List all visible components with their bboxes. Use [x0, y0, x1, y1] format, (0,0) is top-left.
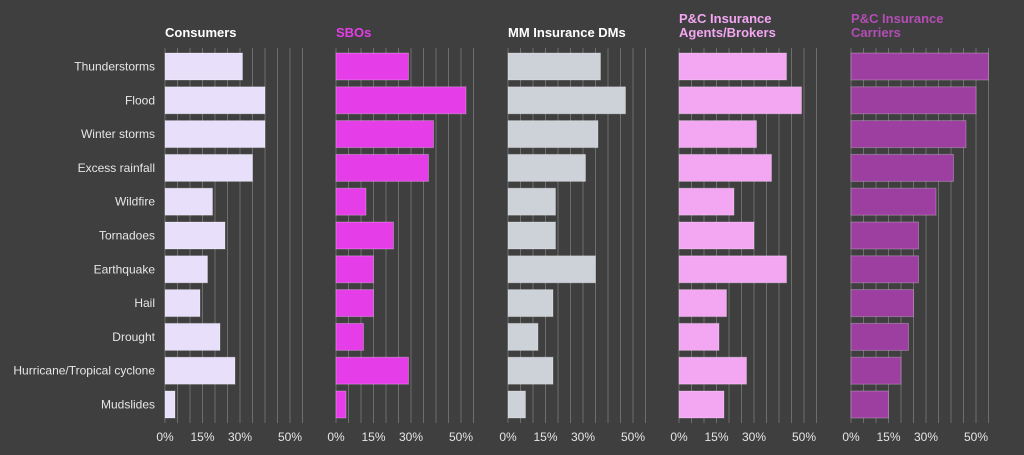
bar-p-c-insurance-carriers-wildfire	[850, 187, 937, 216]
bar-mm-insurance-dms-thunderstorms	[507, 52, 601, 81]
category-label-hurricane-tropical-cyclone: Hurricane/Tropical cyclone	[13, 364, 155, 378]
bar-p-c-insurance-carriers-hurricane-tropical-cyclone	[850, 356, 902, 385]
bar-p-c-insurance-carriers-mudslides	[850, 390, 889, 419]
bar-p-c-insurance-carriers-drought	[850, 322, 909, 351]
category-label-wildfire: Wildfire	[115, 195, 155, 209]
x-tick-label: 50%	[964, 430, 988, 444]
bar-sbos-hurricane-tropical-cyclone	[335, 356, 409, 385]
bar-consumers-thunderstorms	[164, 52, 243, 81]
category-label-winter-storms: Winter storms	[81, 127, 155, 141]
bar-sbos-earthquake	[335, 255, 374, 284]
category-label-hail: Hail	[134, 296, 155, 310]
bar-sbos-mudslides	[335, 390, 347, 419]
x-tick-label: 15%	[190, 430, 214, 444]
bar-consumers-hail	[164, 289, 201, 318]
bar-sbos-tornadoes	[335, 221, 394, 250]
x-tick-label: 15%	[704, 430, 728, 444]
x-tick-label: 50%	[621, 430, 645, 444]
x-tick-label: 30%	[228, 430, 252, 444]
bar-p-c-insurance-agents-brokers-mudslides	[678, 390, 725, 419]
category-label-mudslides: Mudslides	[101, 398, 155, 412]
x-tick-label: 15%	[361, 430, 385, 444]
bar-p-c-insurance-agents-brokers-tornadoes	[678, 221, 755, 250]
bar-p-c-insurance-agents-brokers-earthquake	[678, 255, 787, 284]
bar-consumers-mudslides	[164, 390, 176, 419]
bar-sbos-winter-storms	[335, 120, 434, 149]
bar-sbos-hail	[335, 289, 374, 318]
bar-p-c-insurance-carriers-thunderstorms	[850, 52, 989, 81]
bar-p-c-insurance-agents-brokers-hurricane-tropical-cyclone	[678, 356, 747, 385]
panel-title-p-c-insurance-carriers: Carriers	[851, 25, 901, 40]
bar-mm-insurance-dms-mudslides	[507, 390, 526, 419]
bar-consumers-hurricane-tropical-cyclone	[164, 356, 236, 385]
bar-consumers-wildfire	[164, 187, 213, 216]
bar-sbos-thunderstorms	[335, 52, 409, 81]
category-label-earthquake: Earthquake	[94, 262, 156, 276]
bar-sbos-flood	[335, 86, 467, 115]
x-tick-label: 50%	[449, 430, 473, 444]
bar-mm-insurance-dms-wildfire	[507, 187, 556, 216]
bar-p-c-insurance-carriers-winter-storms	[850, 120, 967, 149]
category-label-thunderstorms: Thunderstorms	[74, 60, 155, 74]
x-tick-label: 30%	[914, 430, 938, 444]
bar-sbos-wildfire	[335, 187, 367, 216]
bar-p-c-insurance-carriers-excess-rainfall	[850, 153, 954, 182]
bar-consumers-flood	[164, 86, 266, 115]
bar-sbos-excess-rainfall	[335, 153, 429, 182]
category-label-tornadoes: Tornadoes	[99, 229, 155, 243]
bar-mm-insurance-dms-winter-storms	[507, 120, 599, 149]
bar-p-c-insurance-carriers-tornadoes	[850, 221, 919, 250]
bar-consumers-excess-rainfall	[164, 153, 253, 182]
panel-title-p-c-insurance-carriers: P&C Insurance	[851, 11, 943, 26]
bar-p-c-insurance-agents-brokers-hail	[678, 289, 727, 318]
bar-consumers-tornadoes	[164, 221, 226, 250]
bar-mm-insurance-dms-earthquake	[507, 255, 596, 284]
x-tick-label: 0%	[670, 430, 688, 444]
x-tick-label: 0%	[327, 430, 345, 444]
x-tick-label: 15%	[533, 430, 557, 444]
bar-mm-insurance-dms-drought	[507, 322, 539, 351]
x-tick-label: 0%	[156, 430, 174, 444]
x-tick-label: 30%	[571, 430, 595, 444]
panel-title-consumers: Consumers	[165, 25, 237, 40]
bar-p-c-insurance-agents-brokers-drought	[678, 322, 720, 351]
bar-consumers-drought	[164, 322, 221, 351]
category-label-excess-rainfall: Excess rainfall	[78, 161, 155, 175]
bar-p-c-insurance-carriers-flood	[850, 86, 977, 115]
bar-p-c-insurance-agents-brokers-wildfire	[678, 187, 735, 216]
category-label-drought: Drought	[112, 330, 155, 344]
panel-title-p-c-insurance-agents-brokers: Agents/Brokers	[679, 25, 776, 40]
x-tick-label: 50%	[278, 430, 302, 444]
bar-p-c-insurance-agents-brokers-flood	[678, 86, 802, 115]
bar-consumers-earthquake	[164, 255, 208, 284]
bar-p-c-insurance-agents-brokers-thunderstorms	[678, 52, 787, 81]
bar-p-c-insurance-agents-brokers-excess-rainfall	[678, 153, 772, 182]
bar-mm-insurance-dms-excess-rainfall	[507, 153, 586, 182]
x-tick-label: 15%	[876, 430, 900, 444]
bar-sbos-drought	[335, 322, 364, 351]
x-tick-label: 30%	[399, 430, 423, 444]
bar-p-c-insurance-carriers-hail	[850, 289, 914, 318]
bar-mm-insurance-dms-flood	[507, 86, 626, 115]
bar-mm-insurance-dms-hurricane-tropical-cyclone	[507, 356, 554, 385]
panel-title-p-c-insurance-agents-brokers: P&C Insurance	[679, 11, 771, 26]
bar-mm-insurance-dms-tornadoes	[507, 221, 556, 250]
panel-title-mm-insurance-dms: MM Insurance DMs	[508, 25, 626, 40]
bar-mm-insurance-dms-hail	[507, 289, 554, 318]
x-tick-label: 0%	[499, 430, 517, 444]
panel-title-sbos: SBOs	[336, 25, 371, 40]
category-label-flood: Flood	[125, 93, 155, 107]
bar-p-c-insurance-carriers-earthquake	[850, 255, 919, 284]
x-tick-label: 30%	[742, 430, 766, 444]
x-tick-label: 50%	[792, 430, 816, 444]
bar-consumers-winter-storms	[164, 120, 266, 149]
bar-p-c-insurance-agents-brokers-winter-storms	[678, 120, 757, 149]
x-tick-label: 0%	[842, 430, 860, 444]
